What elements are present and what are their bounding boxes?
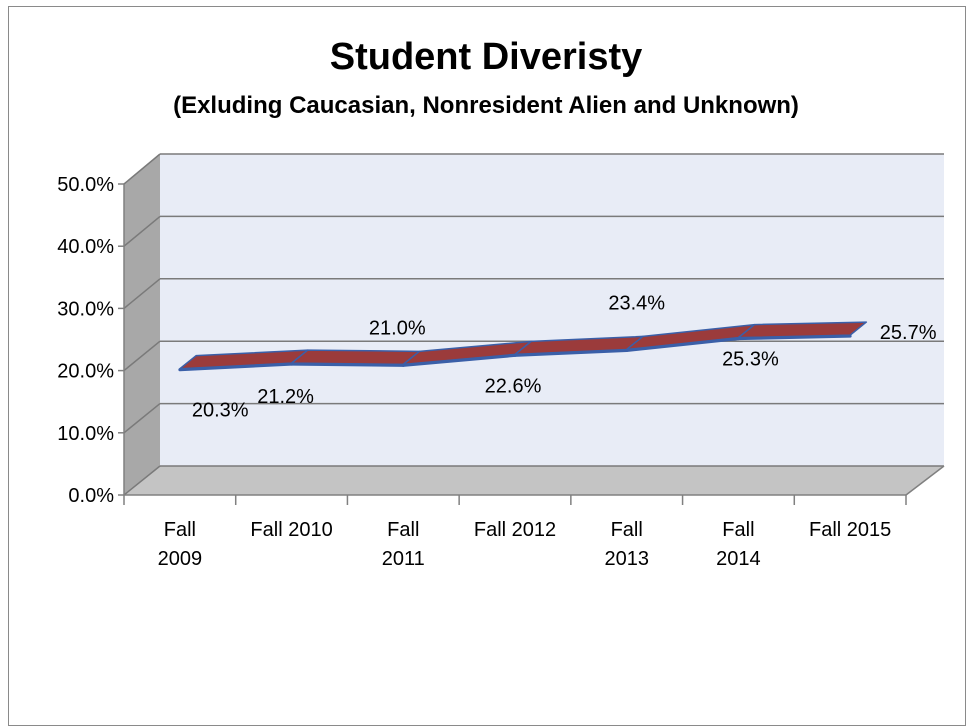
back-wall xyxy=(160,154,944,466)
line-segment-edge xyxy=(625,337,740,352)
x-tick-label: Fall 2015 xyxy=(809,519,891,541)
line-segment-edge xyxy=(290,362,405,367)
gridline-diagonal xyxy=(123,340,161,372)
x-tick-label: Fall xyxy=(387,519,419,541)
data-label: 25.3% xyxy=(722,349,779,371)
data-label: 23.4% xyxy=(608,292,665,314)
y-tick-label: 50.0% xyxy=(57,174,114,196)
data-label: 20.3% xyxy=(192,400,249,422)
y-tick-label: 30.0% xyxy=(57,298,114,320)
floor-right-edge xyxy=(905,465,945,496)
line-segment-edge xyxy=(736,334,852,341)
gridline-diagonal xyxy=(123,403,161,434)
x-tick-label: Fall xyxy=(611,519,643,541)
chart-title: Student Diveristy xyxy=(329,36,643,78)
line-segment xyxy=(290,349,421,366)
y-tick-label: 10.0% xyxy=(57,423,114,445)
chart-subtitle: (Exluding Caucasian, Nonresident Alien a… xyxy=(173,92,799,119)
y-tick-label: 0.0% xyxy=(68,485,114,507)
floor xyxy=(124,466,944,495)
gridline-diagonal xyxy=(123,465,161,496)
gridline-diagonal xyxy=(123,153,161,185)
x-tick-label: Fall xyxy=(164,519,196,541)
x-tick-label: Fall xyxy=(722,519,754,541)
x-tick-label: 2011 xyxy=(382,548,425,570)
gridline-diagonal xyxy=(123,215,161,247)
x-tick-label: Fall 2012 xyxy=(474,519,556,541)
line-segment-edge xyxy=(401,353,517,367)
y-tick-label: 40.0% xyxy=(57,236,114,258)
gridline-diagonal xyxy=(123,278,161,309)
data-label: 25.7% xyxy=(880,322,937,344)
line-segment-edge xyxy=(513,348,629,357)
line-segment-edge xyxy=(178,362,294,372)
x-tick-label: 2013 xyxy=(604,548,649,570)
x-tick-label: Fall 2010 xyxy=(250,519,332,541)
side-wall xyxy=(124,154,160,495)
x-tick-label: 2009 xyxy=(158,548,203,570)
y-tick-label: 20.0% xyxy=(57,361,114,383)
x-tick-label: 2014 xyxy=(716,548,761,570)
data-label: 21.0% xyxy=(369,317,426,339)
data-label: 22.6% xyxy=(485,375,542,397)
data-label: 21.2% xyxy=(257,386,314,408)
